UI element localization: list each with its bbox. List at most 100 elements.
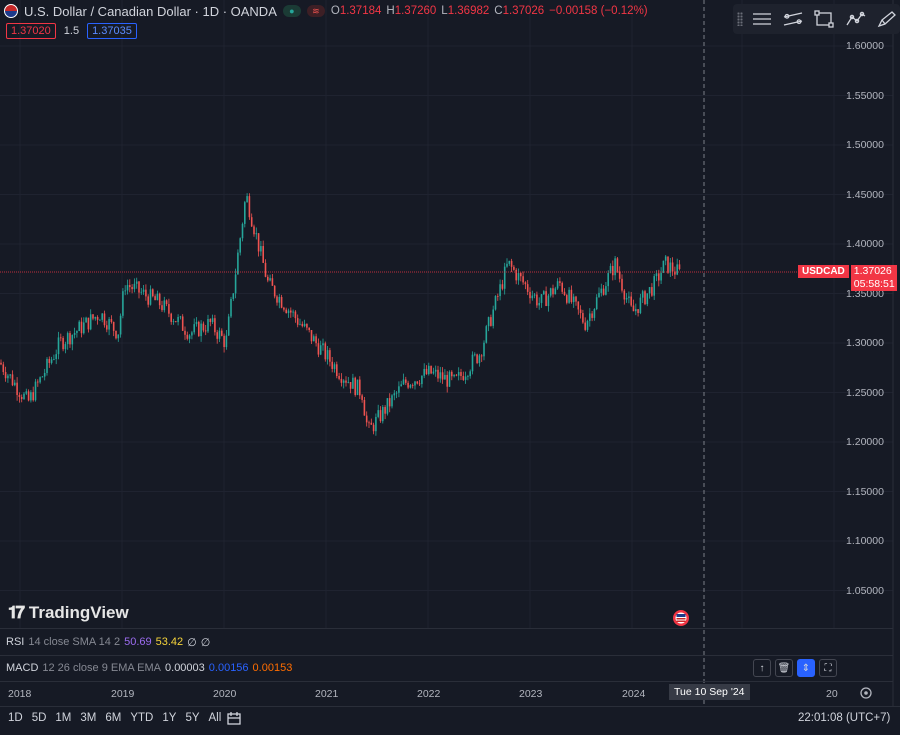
candle-body (41, 376, 44, 378)
candle-body (200, 323, 202, 337)
candle-body (184, 330, 186, 335)
candle-body (260, 246, 262, 252)
candle-body (395, 392, 398, 394)
candle-body (607, 273, 609, 287)
candle-body (393, 393, 396, 396)
range-button-5d[interactable]: 5D (31, 712, 47, 724)
candle-body (285, 309, 287, 314)
alert-status-icon[interactable]: ≋ (306, 5, 325, 17)
candle-body (669, 262, 672, 273)
candle-body (559, 281, 561, 283)
pane-controls: ↑ 🗑 ⇕ ⛶ (753, 659, 837, 677)
candle-body (342, 380, 345, 383)
range-button-3m[interactable]: 3M (80, 712, 97, 724)
time-axis-border (0, 681, 893, 682)
candle-body (451, 371, 453, 377)
candle-body (126, 285, 129, 291)
price-tick-label: 1.20000 (846, 436, 884, 448)
candle-body (453, 374, 455, 377)
candle-body (7, 375, 9, 379)
candle-body (244, 202, 246, 224)
candle-body (48, 359, 51, 363)
candle-body (616, 258, 619, 272)
last-price-label: USDCAD 1.37026 05:58:51 (798, 265, 897, 291)
candle-body (464, 376, 467, 380)
range-button-1d[interactable]: 1D (8, 712, 23, 724)
candle-body (308, 327, 310, 331)
rsi-legend[interactable]: RSI 14 close SMA 14 2 50.69 53.42 ∅ ∅ (6, 636, 211, 649)
candle-body (27, 391, 30, 401)
candle-body (474, 354, 476, 356)
sell-price-button[interactable]: 1.37020 (6, 23, 56, 39)
maximize-pane-button[interactable]: ⛶ (819, 659, 837, 677)
candle-body (515, 269, 517, 281)
candle-body (400, 384, 402, 387)
candle-body (651, 287, 653, 296)
candle-body (103, 313, 106, 326)
pane-separator[interactable] (0, 655, 893, 656)
candle-body (310, 330, 313, 342)
candle-body (641, 291, 644, 298)
candle-body (547, 295, 550, 306)
candle-body (522, 276, 524, 283)
candle-body (372, 424, 375, 432)
candle-body (239, 238, 241, 253)
candle-body (386, 398, 389, 414)
clock-timezone[interactable]: 22:01:08 (UTC+7) (798, 712, 891, 724)
candle-body (591, 313, 593, 318)
candle-body (501, 284, 504, 289)
candle-body (439, 372, 442, 379)
buy-price-button[interactable]: 1.37035 (87, 23, 137, 39)
calendar-range-icon[interactable] (226, 711, 242, 731)
candle-body (76, 331, 78, 333)
horizontal-lines-tool[interactable] (749, 7, 774, 31)
candle-body (407, 382, 409, 388)
candle-body (214, 318, 216, 333)
delete-pane-button[interactable]: 🗑 (775, 659, 793, 677)
candle-body (526, 284, 529, 292)
quote-boxes: 1.37020 1.5 1.37035 (6, 23, 137, 39)
candle-body (625, 297, 628, 300)
candle-body (294, 311, 297, 319)
candle-body (292, 311, 294, 313)
rectangle-icon (814, 10, 835, 28)
candle-body (605, 286, 607, 295)
candle-body (520, 273, 522, 277)
candle-body (508, 260, 511, 264)
market-open-icon[interactable]: ● (282, 5, 301, 17)
path-tool[interactable] (843, 7, 868, 31)
price-tick-label: 1.40000 (846, 238, 884, 250)
candle-body (349, 382, 352, 389)
macd-legend[interactable]: MACD 12 26 close 9 EMA EMA 0.00003 0.001… (6, 662, 293, 674)
rectangle-tool[interactable] (812, 7, 837, 31)
range-button-1y[interactable]: 1Y (162, 712, 177, 724)
horizontal-lines-icon (752, 13, 771, 25)
currency-flag-icon (4, 4, 18, 18)
symbol-title[interactable]: U.S. Dollar / Canadian Dollar · 1D · OAN… (24, 3, 277, 19)
range-button-all[interactable]: All (208, 712, 222, 724)
collapse-pane-button[interactable]: ⇕ (797, 659, 815, 677)
range-button-ytd[interactable]: YTD (130, 712, 154, 724)
parallel-channel-tool[interactable] (780, 7, 805, 31)
candle-body (267, 276, 269, 281)
range-button-6m[interactable]: 6M (105, 712, 122, 724)
candle-body (326, 350, 329, 360)
settings-icon[interactable] (859, 686, 873, 705)
candle-body (382, 407, 384, 422)
drag-handle-icon[interactable] (737, 12, 743, 26)
pane-separator[interactable] (0, 628, 893, 629)
candle-body (248, 196, 251, 218)
candle-body (179, 316, 182, 318)
candle-body (39, 377, 41, 383)
range-button-5y[interactable]: 5Y (185, 712, 200, 724)
brush-tool[interactable] (875, 7, 900, 31)
candle-body (145, 289, 147, 297)
candle-body (572, 296, 575, 303)
candle-body (623, 290, 626, 300)
time-tick-label: 2020 (213, 688, 237, 700)
move-pane-up-button[interactable]: ↑ (753, 659, 771, 677)
candle-body (423, 368, 425, 376)
range-button-1m[interactable]: 1M (55, 712, 72, 724)
candle-body (283, 307, 285, 310)
